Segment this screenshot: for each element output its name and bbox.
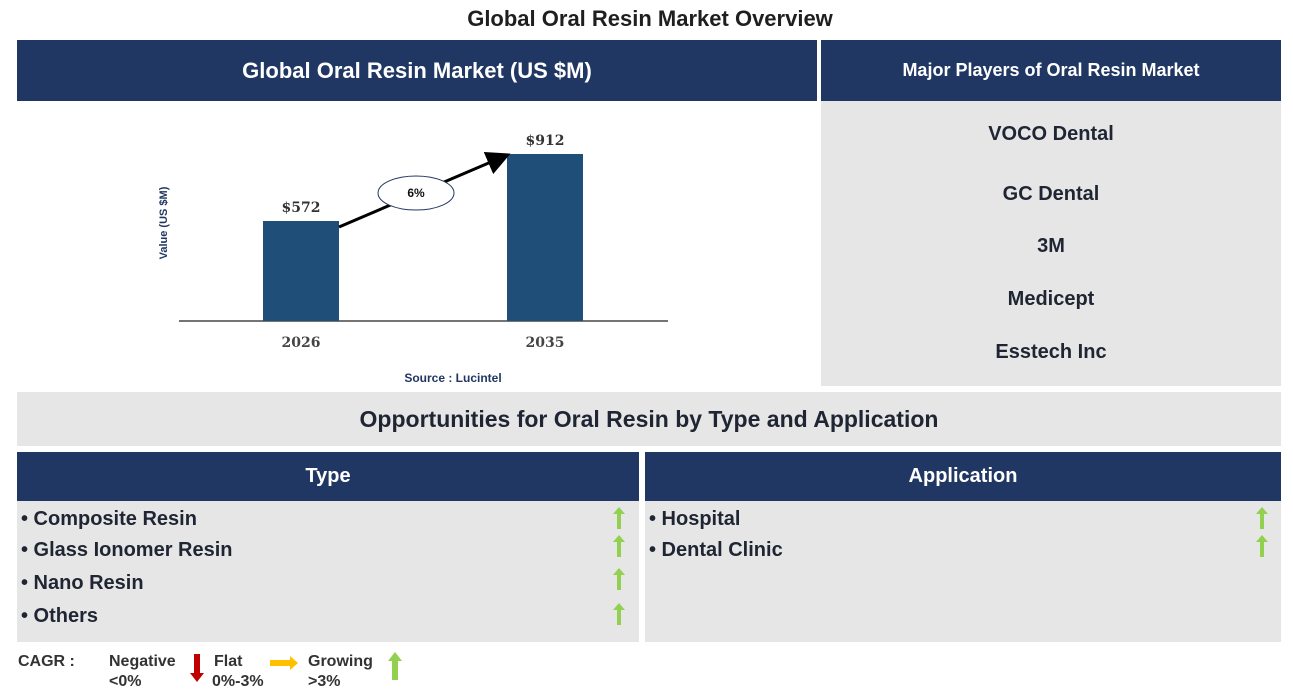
bar-chart-svg: Value (US $M) $572 $912 2026 2035 6% Sou… [158,133,668,385]
up-arrow-icon [1256,507,1268,529]
major-players-header: Major Players of Oral Resin Market [821,40,1281,101]
bar-value-label-2026: $572 [282,200,321,216]
player-item: 3M [1037,235,1065,257]
opportunities-title: Opportunities for Oral Resin by Type and… [17,392,1281,446]
x-tick-2026: 2026 [282,335,321,351]
up-arrow-icon [613,507,625,529]
application-list: • Hospital • Dental Clinic [645,501,1281,642]
player-item: Esstech Inc [995,341,1107,363]
up-arrow-icon [388,652,402,680]
major-players-list: VOCO Dental GC Dental 3M Medicept Esstec… [821,101,1281,386]
down-arrow-icon [190,654,204,682]
market-bar-chart: Value (US $M) $572 $912 2026 2035 6% Sou… [17,101,817,388]
bar-value-label-2035: $912 [526,133,565,149]
bar-2035 [507,154,583,321]
application-item-hospital: • Hospital [649,508,741,530]
type-list: • Composite Resin • Glass Ionomer Resin … [17,501,639,642]
up-arrow-icon [613,603,625,625]
type-item-others: • Others [21,605,99,627]
x-tick-2035: 2035 [526,335,565,351]
type-item-composite-resin: • Composite Resin [21,508,197,530]
player-item: VOCO Dental [988,123,1114,145]
legend-flat-label: Flat [214,653,243,670]
legend-negative-label: Negative [109,653,176,670]
player-item: GC Dental [1002,183,1100,205]
cagr-label: 6% [407,186,425,200]
up-arrow-icon [613,568,625,590]
cagr-ellipse [377,175,455,211]
legend-flat-range: 0%-3% [212,673,264,690]
legend-negative-range: <0% [109,673,142,690]
application-item-dental-clinic: • Dental Clinic [649,539,783,561]
type-item-nano-resin: • Nano Resin [21,572,144,594]
application-header: Application [645,452,1281,501]
y-axis-label: Value (US $M) [158,186,170,259]
page-title: Global Oral Resin Market Overview [467,6,833,31]
up-arrow-icon [613,535,625,557]
chart-source: Source : Lucintel [404,371,501,385]
type-item-glass-ionomer-resin: • Glass Ionomer Resin [21,539,233,561]
right-arrow-icon [270,656,298,670]
legend-growing-label: Growing [308,653,373,670]
legend-growing-range: >3% [308,673,341,690]
bar-2026 [263,221,339,321]
type-header: Type [17,452,639,501]
legend-title: CAGR : [18,653,75,670]
player-item: Medicept [1007,288,1095,310]
up-arrow-icon [1256,535,1268,557]
market-size-header: Global Oral Resin Market (US $M) [17,40,817,101]
cagr-legend: CAGR : Negative <0% Flat 0%-3% Growing >… [18,652,438,697]
